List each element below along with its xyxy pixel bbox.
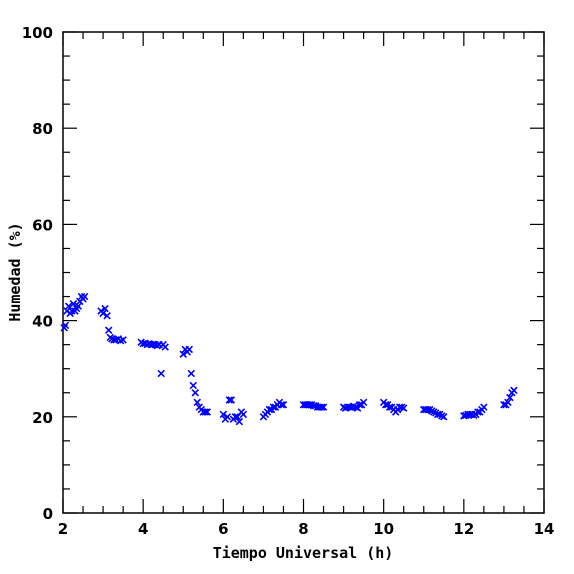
data-point <box>119 336 127 344</box>
data-point <box>203 408 212 416</box>
data-point <box>355 401 364 409</box>
data-point <box>157 369 165 378</box>
y-tick-label: 20 <box>32 409 53 427</box>
data-point <box>187 369 195 378</box>
data-point <box>80 292 89 301</box>
data-point <box>223 413 232 421</box>
data-point <box>510 386 518 395</box>
data-markers <box>60 292 518 426</box>
y-tick-label: 60 <box>32 216 53 234</box>
x-tick-label: 4 <box>138 520 148 538</box>
data-point <box>69 300 78 308</box>
data-point <box>61 321 70 330</box>
data-point <box>359 398 368 407</box>
data-point <box>104 326 113 334</box>
data-point <box>191 389 200 397</box>
data-point <box>161 343 169 351</box>
data-point <box>227 396 236 404</box>
plot-frame <box>62 31 545 514</box>
data-point <box>279 401 288 409</box>
y-tick-label: 40 <box>32 313 53 331</box>
data-point <box>189 381 198 390</box>
data-point <box>103 312 111 320</box>
data-point <box>193 398 202 407</box>
data-point <box>385 403 394 411</box>
data-point <box>225 396 234 404</box>
y-tick-label: 0 <box>43 505 53 523</box>
axis-tick-labels: 2 4 6 8 10 12 14 0 20 40 60 80 100 <box>22 24 555 538</box>
data-point <box>440 413 448 421</box>
data-point <box>319 403 328 411</box>
x-axis-title: Tiempo Universal (h) <box>213 544 394 562</box>
x-tick-label: 8 <box>298 520 308 538</box>
data-point <box>500 401 508 409</box>
x-tick-label: 14 <box>534 520 555 538</box>
x-tick-label: 12 <box>453 520 474 538</box>
data-point <box>317 403 326 411</box>
data-point <box>474 408 482 416</box>
data-point <box>74 302 82 310</box>
x-tick-label: 10 <box>373 520 394 538</box>
data-point <box>101 304 109 313</box>
data-point <box>265 405 274 414</box>
x-tick-label: 2 <box>58 520 68 538</box>
data-point <box>277 401 286 409</box>
x-tick-label: 6 <box>218 520 228 538</box>
data-point <box>99 309 107 318</box>
y-axis-title: Humedad (%) <box>6 222 24 321</box>
data-point <box>399 404 408 412</box>
data-point <box>269 403 278 411</box>
data-point <box>504 398 512 407</box>
data-point <box>239 410 248 419</box>
axis-ticks <box>62 31 545 514</box>
y-tick-label: 80 <box>32 120 53 138</box>
data-point <box>235 417 244 426</box>
y-tick-label: 100 <box>22 24 53 42</box>
data-point <box>185 345 193 354</box>
data-point <box>201 408 210 416</box>
data-point <box>219 410 228 419</box>
data-point <box>381 401 390 409</box>
data-point <box>64 302 73 310</box>
data-point <box>506 393 514 402</box>
data-point <box>480 403 488 411</box>
data-point <box>179 350 187 359</box>
